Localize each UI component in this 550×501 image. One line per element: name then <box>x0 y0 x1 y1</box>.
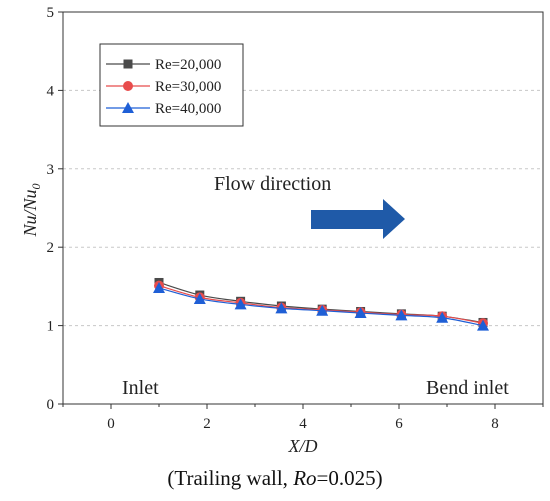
caption-post: =0.025) <box>316 466 383 490</box>
y-tick-label: 2 <box>47 240 55 256</box>
caption-pre: (Trailing wall, <box>167 466 294 490</box>
data-point <box>193 292 206 304</box>
y-axis-label-sub: 0 <box>29 183 43 189</box>
legend: Re=20,000 Re=30,000 Re=40,000 <box>99 43 244 127</box>
legend-item: Re=40,000 <box>106 101 221 117</box>
data-point <box>436 311 449 323</box>
legend-label: Re=30,000 <box>155 79 221 95</box>
x-tick-label: 8 <box>491 416 499 432</box>
y-tick-label: 4 <box>47 83 55 99</box>
legend-item: Re=20,000 <box>106 57 221 73</box>
legend-item: Re=30,000 <box>106 79 221 95</box>
x-axis-label: X/D <box>288 436 318 456</box>
legend-marker <box>123 81 133 91</box>
legend-marker <box>123 59 133 69</box>
data-point <box>477 319 489 331</box>
bend-inlet-label: Bend inlet <box>426 377 509 399</box>
inlet-label: Inlet <box>122 377 159 399</box>
data-point <box>395 309 408 321</box>
data-point <box>234 298 247 310</box>
flow-direction-label: Flow direction <box>214 173 331 195</box>
flow-direction-arrow <box>311 199 405 239</box>
legend-label: Re=20,000 <box>155 57 221 73</box>
axis-ticks <box>58 11 544 409</box>
data-point <box>153 281 165 293</box>
y-tick-label: 5 <box>47 5 55 21</box>
series-line <box>158 285 484 324</box>
data-point <box>316 304 329 316</box>
y-tick-label: 3 <box>47 162 55 178</box>
data-series <box>153 277 489 331</box>
data-point <box>275 302 288 314</box>
legend-label: Re=40,000 <box>155 101 221 117</box>
series-3 <box>153 281 489 331</box>
x-tick-label: 2 <box>203 416 211 432</box>
figure-caption: (Trailing wall, Ro=0.025) <box>0 466 550 491</box>
x-tick-label: 4 <box>299 416 307 432</box>
caption-italic: Ro <box>293 466 317 490</box>
y-tick-label: 1 <box>47 319 55 335</box>
y-tick-label: 0 <box>47 397 55 413</box>
data-point <box>354 307 367 319</box>
y-axis-label-main: Nu/Nu <box>20 189 40 237</box>
y-axis-label: Nu/Nu0 <box>20 183 43 237</box>
axis-tick-labels: 0 1 2 3 4 5 0 2 4 6 8 <box>47 5 499 432</box>
legend-marker <box>122 102 134 113</box>
x-tick-label: 6 <box>395 416 403 432</box>
x-tick-label: 0 <box>107 416 115 432</box>
